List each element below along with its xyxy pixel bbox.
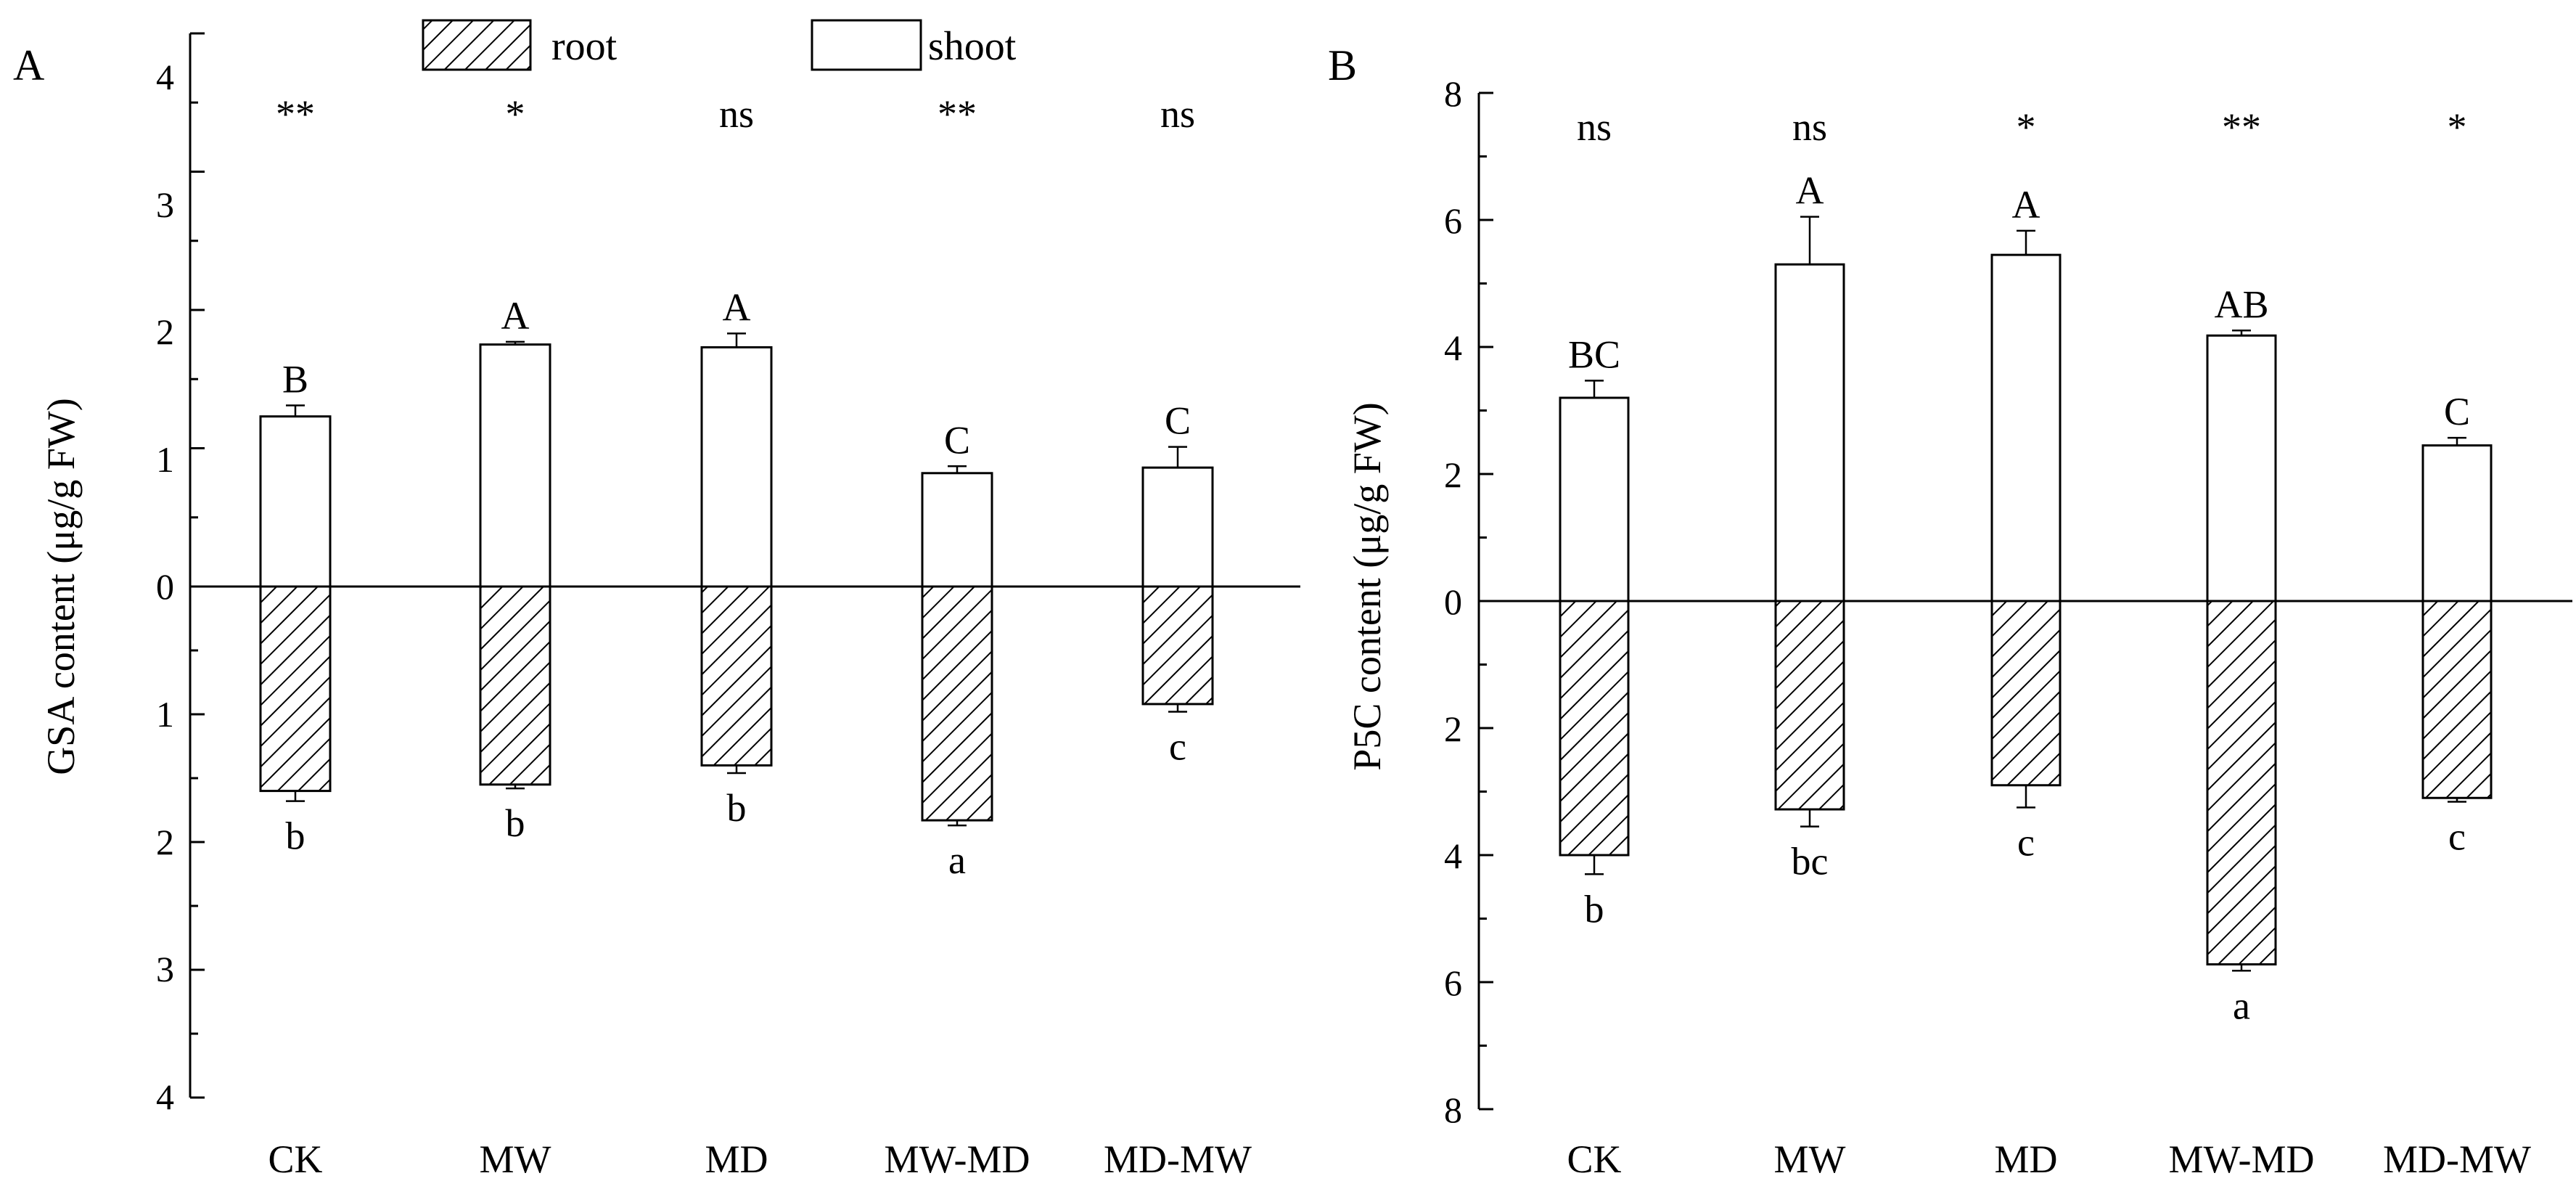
panel-b-tick-labels: 8 6 4 2 0 2 4 6 8 CK MW MD MW-MD MD-MW — [1444, 73, 2531, 1181]
panel-b-root-bar — [1774, 600, 1845, 811]
panel-a-ytick-shoot: 3 — [156, 184, 174, 225]
panel-a-label: A — [13, 41, 44, 89]
panel-b-root-letter: c — [2448, 815, 2466, 859]
panel-a-xtick: MW — [480, 1137, 551, 1181]
panel-b-ytick-shoot: 6 — [1444, 200, 1462, 241]
panel-a-xtick: MW-MD — [885, 1137, 1030, 1181]
panel-b: B P5C content (μg/g FW) 8 6 4 2 0 2 4 6 … — [1328, 41, 2572, 1181]
panel-a-ytick-shoot: 2 — [156, 311, 174, 352]
panel-b-significance: ns — [1577, 105, 1612, 149]
panel-b-shoot-letter: C — [2444, 390, 2470, 433]
panel-b-label: B — [1328, 41, 1357, 89]
panel-a-root-letter: a — [948, 838, 966, 882]
panel-b-root-bar — [2421, 600, 2493, 799]
panel-b-significance: ns — [1792, 105, 1827, 149]
panel-b-root-bar — [2206, 600, 2277, 965]
panel-b-xtick: CK — [1567, 1137, 1621, 1181]
panel-b-ytick-shoot: 0 — [1444, 581, 1462, 622]
panel-a-root-bar — [479, 585, 551, 786]
panel-a-shoot-letter: C — [1165, 399, 1191, 443]
panel-a-ylabel: GSA content (μg/g FW) — [39, 398, 83, 775]
panel-b-ytick-shoot: 4 — [1444, 327, 1462, 368]
panel-b-ytick-root: 8 — [1444, 1090, 1462, 1130]
legend-root-swatch — [422, 19, 532, 71]
panel-a-xtick: MD — [705, 1137, 768, 1181]
panel-a-shoot-letter: A — [723, 285, 751, 329]
panel-b-ytick-shoot: 8 — [1444, 73, 1462, 114]
panel-a-root-bar — [259, 585, 332, 793]
panel-a-ytick-shoot: 0 — [156, 566, 174, 607]
panel-a-shoot-bar — [1141, 466, 1214, 588]
panel-b-shoot-bar — [2206, 334, 2277, 602]
panel-a-root-bar — [700, 585, 773, 767]
panel-b-shoot-bar — [1990, 253, 2062, 602]
panel-b-marks: b BC ns bc Ans c A * a AB ** c C * — [1477, 91, 2572, 1111]
panel-b-significance: * — [2017, 105, 2036, 149]
legend-shoot-swatch — [811, 19, 922, 71]
panel-a-xtick: CK — [268, 1137, 322, 1181]
panel-a-shoot-letter: A — [501, 294, 530, 338]
panel-a-significance: ** — [276, 92, 315, 136]
panel-b-significance: ** — [2222, 105, 2261, 149]
panel-a-marks: b B ** b A * b Ans a C ** c Cns — [189, 32, 1300, 1099]
panel-a-root-letter: b — [286, 814, 305, 858]
panel-a-root-letter: b — [727, 786, 747, 830]
panel-b-ytick-shoot: 2 — [1444, 454, 1462, 495]
panel-a-shoot-bar — [479, 343, 551, 588]
panel-b-significance: * — [2448, 105, 2467, 149]
panel-b-root-bar — [1559, 600, 1630, 857]
panel-b-xtick: MW — [1774, 1137, 1846, 1181]
panel-a-ytick-root: 3 — [156, 949, 174, 989]
panel-a-ytick-root: 4 — [156, 1077, 174, 1117]
panel-a-ytick-root: 1 — [156, 694, 174, 735]
panel-a-shoot-bar — [921, 472, 993, 588]
legend: root shoot — [422, 19, 1017, 71]
panel-b-ylabel: P5C content (μg/g FW) — [1345, 402, 1389, 770]
panel-a-significance: * — [506, 92, 525, 136]
panel-b-ytick-root: 4 — [1444, 836, 1462, 876]
panel-b-root-letter: a — [2233, 984, 2250, 1027]
panel-a-significance: ** — [938, 92, 977, 136]
panel-b-root-letter: b — [1585, 887, 1604, 931]
panel-a-root-bar — [921, 585, 993, 822]
panel-a-shoot-letter: C — [944, 418, 970, 462]
panel-b-xtick: MD-MW — [2383, 1137, 2531, 1181]
panel-a-root-letter: c — [1169, 724, 1186, 768]
panel-a-significance: ns — [1160, 92, 1195, 136]
panel-a-shoot-bar — [700, 346, 773, 588]
panel-b-shoot-letter: AB — [2214, 282, 2268, 326]
panel-b-root-letter: bc — [1792, 840, 1829, 883]
panel-b-ytick-root: 6 — [1444, 963, 1462, 1003]
legend-root-label: root — [551, 24, 618, 69]
panel-b-shoot-bar — [2421, 444, 2493, 602]
panel-b-shoot-letter: BC — [1568, 332, 1620, 376]
panel-a-root-letter: b — [506, 801, 525, 845]
panel-b-shoot-letter: A — [2012, 183, 2040, 226]
panel-a-ytick-shoot: 1 — [156, 439, 174, 480]
panel-b-root-letter: c — [2017, 820, 2035, 864]
panel-a-significance: ns — [719, 92, 754, 136]
panel-b-shoot-letter: A — [1796, 169, 1824, 213]
panel-a-shoot-bar — [259, 415, 332, 588]
panel-b-xtick: MD — [1994, 1137, 2057, 1181]
panel-b-shoot-bar — [1774, 263, 1845, 602]
panel-a-xtick: MD-MW — [1104, 1137, 1252, 1181]
panel-a-shoot-letter: B — [282, 357, 308, 401]
panel-a-ytick-root: 2 — [156, 822, 174, 862]
panel-b-xtick: MW-MD — [2169, 1137, 2315, 1181]
panel-b-root-bar — [1990, 600, 2062, 787]
panel-a-tick-labels: 4 3 2 1 0 1 2 3 4 CK MW MD MW-MD MD-MW — [156, 57, 1252, 1181]
panel-a-ytick-shoot: 4 — [156, 57, 174, 97]
legend-shoot-label: shoot — [928, 24, 1017, 69]
panel-b-ytick-root: 2 — [1444, 708, 1462, 749]
panel-a-root-bar — [1141, 585, 1214, 706]
panel-a: A GSA content (μg/g FW) 4 3 2 1 0 1 2 3 … — [13, 32, 1300, 1181]
panel-b-shoot-bar — [1559, 396, 1630, 602]
